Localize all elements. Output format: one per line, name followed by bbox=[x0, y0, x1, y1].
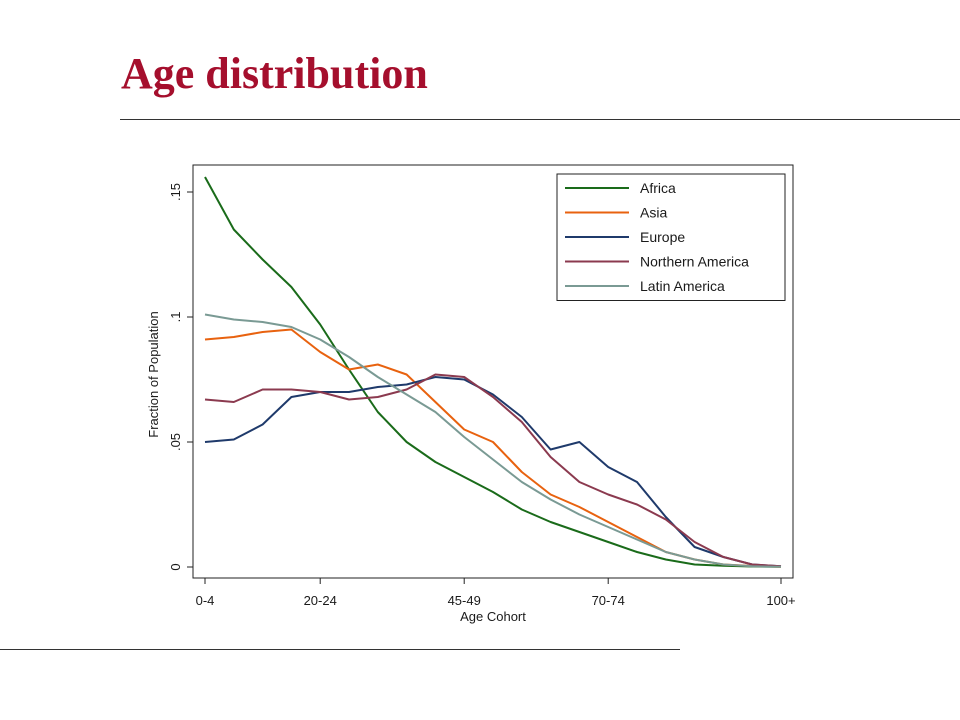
series-line-asia bbox=[204, 328, 782, 568]
plot-frame bbox=[192, 164, 794, 579]
series-line-northern-america bbox=[204, 373, 782, 568]
series-line-latin-america bbox=[204, 313, 782, 568]
footer-divider bbox=[0, 649, 680, 650]
slide-title: Age distribution bbox=[121, 49, 428, 98]
series-line-africa bbox=[204, 176, 782, 568]
legend-label-latin-america: Latin America bbox=[640, 278, 725, 294]
x-tick-label: 0-4 bbox=[196, 593, 215, 608]
y-axis-title: Fraction of Population bbox=[146, 311, 161, 437]
x-tick-label: 20-24 bbox=[304, 593, 337, 608]
legend-label-europe: Europe bbox=[640, 229, 685, 245]
x-tick-label: 45-49 bbox=[448, 593, 481, 608]
legend-label-africa: Africa bbox=[640, 180, 676, 196]
legend-label-asia: Asia bbox=[640, 205, 667, 221]
x-axis-title: Age Cohort bbox=[460, 609, 526, 624]
title-divider bbox=[120, 119, 960, 120]
y-tick-label: .05 bbox=[168, 433, 183, 451]
x-tick-label: 70-74 bbox=[592, 593, 625, 608]
y-tick-label: .15 bbox=[168, 183, 183, 201]
series-line-europe bbox=[204, 376, 782, 568]
legend-label-northern-america: Northern America bbox=[640, 254, 749, 270]
y-tick-label: .1 bbox=[168, 312, 183, 323]
x-tick-label: 100+ bbox=[766, 593, 795, 608]
y-tick-label: 0 bbox=[168, 563, 183, 570]
